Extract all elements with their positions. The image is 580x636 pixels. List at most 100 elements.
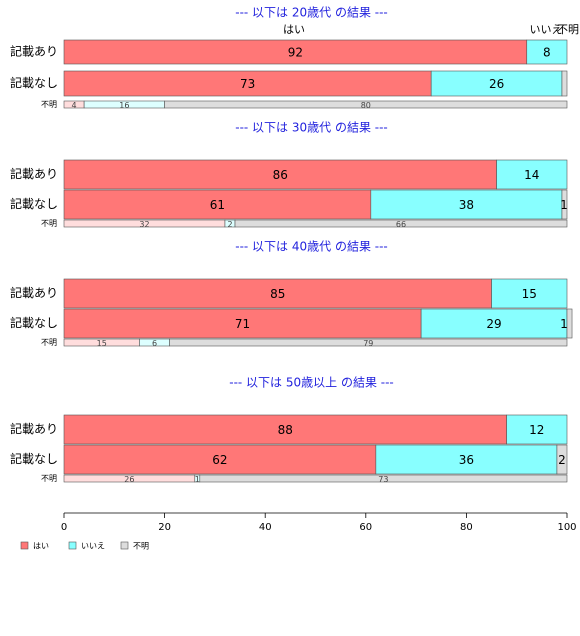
row-label: 記載あり xyxy=(10,44,58,59)
row-recorded: 記載あり 92 8 xyxy=(10,39,568,65)
legend-item: いいえ xyxy=(68,541,105,551)
data-label: 1 xyxy=(195,475,200,484)
bar-segment-いいえ xyxy=(496,159,568,190)
group-1: --- 以下は 20歳代 の結果 --- 記載あり 92 8 記載なし 73 26 不明 4 16… xyxy=(10,6,568,110)
bar-segment-不明 xyxy=(561,189,568,220)
data-label: 88 xyxy=(278,423,293,437)
row-not-recorded: 記載なし 73 26 xyxy=(10,70,568,97)
bar-segment-はい xyxy=(63,70,432,97)
data-label: 32 xyxy=(139,220,149,229)
bar-segment-不明 xyxy=(164,100,568,109)
bar-segment-いいえ xyxy=(420,308,568,339)
legend-label: いいえ xyxy=(81,542,105,551)
data-label: 38 xyxy=(459,198,474,212)
data-label: 29 xyxy=(486,317,501,331)
x-tick-label: 20 xyxy=(158,522,171,533)
bar-segment-はい xyxy=(63,414,507,445)
row-label: 記載なし xyxy=(10,75,58,90)
row-not-recorded: 記載なし 62 36 2 xyxy=(10,444,568,475)
data-label: 16 xyxy=(119,101,129,110)
data-label: 62 xyxy=(212,453,227,467)
bar-segment-いいえ xyxy=(506,414,568,445)
row-recorded: 記載あり 88 12 xyxy=(10,414,568,445)
legend-swatch xyxy=(120,541,129,550)
x-axis: 0 20 40 60 80 100 xyxy=(61,512,577,533)
column-label-no: いいえ xyxy=(530,23,563,36)
row-unknown: 不明 15 6 79 xyxy=(41,338,568,348)
data-label: 36 xyxy=(459,453,474,467)
data-label: 15 xyxy=(97,339,107,348)
data-label: 73 xyxy=(240,77,255,91)
group-2: --- 以下は 30歳代 の結果 --- 記載あり 86 14 記載なし 61 38 1 不明 3… xyxy=(10,121,568,230)
data-label: 80 xyxy=(361,101,371,110)
bar-segment-はい xyxy=(63,278,492,309)
data-label: 8 xyxy=(543,46,551,60)
bar-segment-不明 xyxy=(566,308,573,339)
bar-segment-不明 xyxy=(199,474,568,483)
bar-segment-不明 xyxy=(561,70,568,97)
bar-segment-はい xyxy=(63,189,372,220)
legend-swatch xyxy=(68,541,77,550)
bar-segment-不明 xyxy=(169,338,568,347)
row-recorded: 記載あり 85 15 xyxy=(10,278,568,309)
data-label: 6 xyxy=(152,339,157,348)
data-label: 2 xyxy=(227,220,232,229)
data-label: 79 xyxy=(363,339,373,348)
data-label: 14 xyxy=(524,168,539,182)
data-label: 2 xyxy=(558,453,566,467)
group-title: --- 以下は 30歳代 の結果 --- xyxy=(235,121,388,135)
data-label: 12 xyxy=(529,423,544,437)
legend-label: はい xyxy=(33,542,49,551)
group-title: --- 以下は 50歳以上 の結果 --- xyxy=(229,376,394,390)
data-label: 1 xyxy=(560,198,568,212)
row-not-recorded: 記載なし 61 38 1 xyxy=(10,189,568,220)
legend-swatch xyxy=(20,541,29,550)
legend-item: 不明 xyxy=(120,541,149,551)
group-title: --- 以下は 40歳代 の結果 --- xyxy=(235,240,388,254)
data-label: 15 xyxy=(522,287,537,301)
row-unknown: 不明 26 1 73 xyxy=(41,474,568,484)
row-label: 不明 xyxy=(41,100,57,109)
x-tick-label: 60 xyxy=(359,522,372,533)
data-label: 86 xyxy=(273,168,288,182)
column-label-unknown: 不明 xyxy=(557,23,579,36)
row-label: 記載なし xyxy=(10,196,58,211)
bar-segment-はい xyxy=(63,159,497,190)
bar-segment-はい xyxy=(63,39,528,65)
row-label: 記載なし xyxy=(10,315,58,330)
row-label: 記載あり xyxy=(10,285,58,300)
group-title: --- 以下は 20歳代 の結果 --- xyxy=(235,6,388,20)
bar-segment-いいえ xyxy=(491,278,568,309)
bar-segment-いいえ xyxy=(526,39,568,65)
row-label: 不明 xyxy=(41,474,57,483)
legend-label: 不明 xyxy=(133,542,149,551)
row-recorded: 記載あり 86 14 xyxy=(10,159,568,190)
bar-segment-はい xyxy=(63,444,377,475)
row-label: 記載なし xyxy=(10,451,58,466)
data-label: 71 xyxy=(235,317,250,331)
bar-segment-不明 xyxy=(234,219,568,228)
bar-segment-いいえ xyxy=(430,70,563,97)
data-label: 73 xyxy=(378,475,388,484)
row-unknown: 不明 4 16 80 xyxy=(41,100,568,110)
row-unknown: 不明 32 2 66 xyxy=(41,219,568,229)
data-label: 1 xyxy=(560,317,568,331)
legend: はい いいえ 不明 xyxy=(20,541,149,551)
data-label: 92 xyxy=(288,46,303,60)
row-label: 不明 xyxy=(41,338,57,347)
row-label: 記載あり xyxy=(10,166,58,181)
x-tick-label: 0 xyxy=(61,522,67,533)
group-3: --- 以下は 40歳代 の結果 --- 記載あり 85 15 記載なし 71 29 1 不明 1… xyxy=(10,240,573,348)
data-label: 85 xyxy=(270,287,285,301)
x-tick-label: 40 xyxy=(259,522,272,533)
column-label-yes: はい xyxy=(283,23,305,36)
row-label: 不明 xyxy=(41,219,57,228)
data-label: 61 xyxy=(210,198,225,212)
data-label: 26 xyxy=(489,77,504,91)
data-label: 66 xyxy=(396,220,406,229)
bar-segment-いいえ xyxy=(375,444,558,475)
group-4: --- 以下は 50歳以上 の結果 --- 記載あり 88 12 記載なし 62 36 2 不明… xyxy=(10,376,568,484)
data-label: 26 xyxy=(124,475,134,484)
